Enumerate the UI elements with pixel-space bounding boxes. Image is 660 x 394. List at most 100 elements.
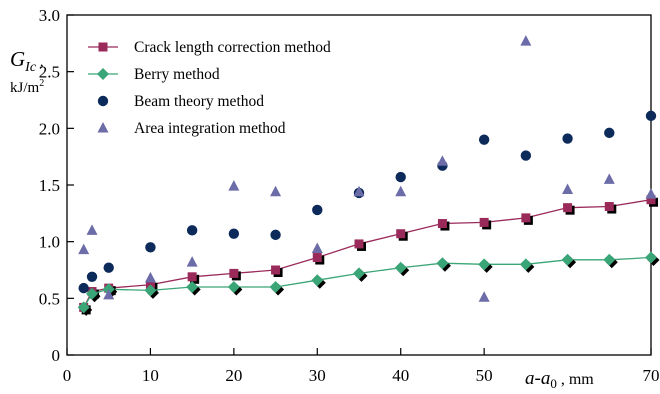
data-point	[86, 224, 98, 235]
data-point	[312, 253, 322, 263]
legend-marker	[97, 95, 109, 107]
x-tick-label: 10	[142, 366, 159, 385]
data-point	[604, 202, 614, 212]
data-point	[603, 173, 615, 184]
legend-label: Crack length correction method	[134, 39, 331, 56]
data-point	[78, 282, 89, 294]
y-tick-label: 1.5	[39, 176, 60, 195]
data-point	[312, 204, 323, 216]
data-point	[520, 150, 532, 161]
y-tick-label: 0.5	[39, 289, 60, 308]
data-point	[311, 242, 323, 253]
y-tick-label: 1.0	[39, 233, 60, 252]
x-tick-label: 70	[643, 366, 660, 385]
x-axis-unit: , mm	[557, 371, 594, 388]
data-point	[354, 239, 364, 249]
x-tick-label: 30	[309, 366, 326, 385]
data-point	[86, 287, 99, 300]
data-point	[603, 253, 616, 266]
axes: 0 0.5 1.0 1.5 2.0 2.5 3.0 0 10 20 30 40 50 70	[39, 6, 660, 385]
data-point	[478, 258, 491, 271]
legend-label: Berry method	[134, 66, 220, 83]
data-point	[144, 271, 156, 283]
data-point	[270, 229, 281, 241]
data-point	[103, 288, 115, 300]
data-point	[561, 253, 574, 266]
data-point	[645, 110, 657, 122]
data-point	[436, 257, 449, 270]
data-point	[521, 213, 531, 223]
x-axis-title: a-a0 , mm	[525, 368, 594, 391]
x-axis-a0: a	[541, 368, 551, 389]
data-point	[562, 133, 573, 144]
data-point	[186, 281, 199, 293]
data-point	[436, 155, 448, 166]
series-triangle	[78, 35, 657, 302]
data-point	[645, 251, 657, 264]
series-line	[83, 256, 652, 308]
legend-item: Beam theory method	[97, 93, 264, 110]
x-tick-label: 40	[392, 366, 409, 385]
data-point	[478, 291, 490, 302]
x-tick-label: 0	[63, 366, 72, 385]
data-point	[144, 284, 157, 297]
data-point	[478, 134, 490, 145]
legend-label: Beam theory method	[134, 93, 264, 110]
series-circle	[78, 110, 657, 294]
y-tick-label: 0	[52, 346, 61, 365]
data-point	[645, 188, 657, 199]
x-tick-label: 50	[476, 366, 493, 385]
data-point	[86, 271, 98, 282]
y-tick-label: 2.0	[39, 119, 60, 138]
data-point	[270, 185, 282, 197]
data-point	[396, 229, 406, 239]
data-point	[479, 217, 489, 227]
data-point	[520, 35, 532, 46]
data-point	[228, 180, 240, 191]
x-axis-dash: -	[535, 368, 541, 389]
y-axis-comma: ,	[36, 54, 44, 70]
data-point	[186, 256, 198, 267]
x-tick-label: 20	[225, 366, 242, 385]
y-axis-unit-text: kJ/m	[10, 80, 40, 96]
legend: Crack length correction method Berry meth…	[88, 39, 331, 137]
legend-item: Berry method	[88, 66, 220, 83]
series-diamond	[77, 251, 660, 316]
y-axis-title: GIc , kJ/m2	[10, 47, 44, 96]
series-line	[83, 199, 652, 308]
y-tick-label: 3.0	[39, 6, 60, 25]
data-point	[519, 258, 532, 271]
x-axis-a: a	[525, 368, 535, 389]
data-point	[395, 185, 407, 197]
legend-marker	[97, 122, 109, 133]
data-point	[311, 274, 324, 287]
data-point	[78, 243, 90, 255]
y-axis-subscript: Ic	[24, 60, 37, 75]
data-point	[394, 261, 407, 274]
y-axis-unit: kJ/m2	[10, 78, 44, 96]
data-point	[353, 267, 365, 280]
y-axis-symbol: GIc ,	[10, 47, 44, 75]
data-point	[103, 262, 114, 273]
data-point	[646, 195, 656, 205]
data-point	[563, 203, 573, 213]
legend-marker	[97, 68, 109, 80]
data-point	[77, 301, 90, 314]
y-axis-symbol-g: G	[10, 47, 25, 71]
plot-area	[77, 35, 660, 316]
legend-item: Crack length correction method	[88, 39, 331, 56]
data-point	[562, 183, 574, 195]
data-point	[269, 281, 282, 293]
legend-marker	[98, 42, 108, 52]
data-point	[604, 127, 615, 139]
legend-item: Area integration method	[97, 120, 286, 137]
legend-label: Area integration method	[134, 120, 286, 137]
data-point	[228, 228, 240, 239]
data-point	[229, 268, 239, 278]
data-point	[437, 219, 447, 229]
x-axis-subscript: 0	[550, 376, 557, 391]
data-point	[186, 225, 198, 236]
data-point	[187, 272, 197, 282]
data-point	[395, 171, 406, 183]
y-tick-label: 2.5	[39, 63, 60, 82]
